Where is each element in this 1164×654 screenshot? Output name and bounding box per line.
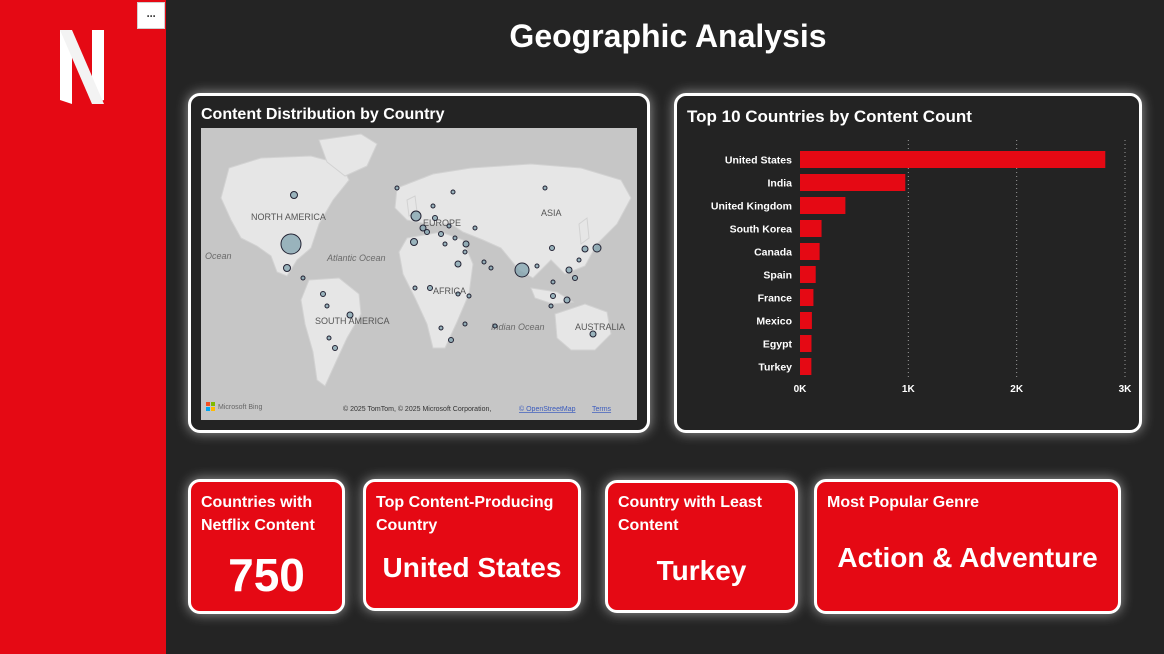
map-card: Content Distribution by Country NO bbox=[188, 93, 650, 433]
bar-egypt[interactable] bbox=[800, 335, 812, 352]
category-label: Canada bbox=[754, 247, 792, 259]
greenland-shape bbox=[318, 133, 378, 177]
category-label: Turkey bbox=[758, 362, 792, 374]
bar-france[interactable] bbox=[800, 289, 814, 306]
map-title: Content Distribution by Country bbox=[201, 106, 445, 123]
bar-spain[interactable] bbox=[800, 266, 816, 283]
label-south-america: SOUTH AMERICA bbox=[315, 316, 390, 326]
bubble-colombia bbox=[320, 291, 326, 297]
kpi-top-country-value: United States bbox=[382, 552, 562, 583]
label-australia: AUSTRALIA bbox=[575, 322, 625, 332]
bubble-south-korea bbox=[592, 243, 602, 253]
sidebar: ··· bbox=[0, 0, 166, 654]
category-label: United Kingdom bbox=[711, 201, 792, 213]
bubble-mexico bbox=[283, 264, 291, 272]
kpi-countries-count-card: Countries with Netflix Content 750 bbox=[188, 479, 345, 614]
bar-chart-title: Top 10 Countries by Content Count bbox=[687, 107, 972, 126]
category-label: Egypt bbox=[763, 339, 793, 351]
terms-link[interactable]: Terms bbox=[592, 406, 612, 413]
bubble-india bbox=[514, 262, 530, 278]
label-pacific-ocean: Ocean bbox=[205, 251, 232, 261]
label-indian-ocean: Indian Ocean bbox=[491, 322, 545, 332]
category-label: Mexico bbox=[756, 316, 792, 328]
category-label: India bbox=[767, 178, 792, 190]
bubble-japan bbox=[581, 245, 589, 253]
africa-shape bbox=[398, 231, 474, 349]
top-countries-card: Top 10 Countries by Content Count 0K 1K 2K… bbox=[674, 93, 1142, 433]
bar-united-kingdom[interactable] bbox=[800, 197, 846, 214]
country-bubbles bbox=[280, 185, 602, 351]
kpi-least-country-card: Country with Least Content Turkey bbox=[605, 480, 798, 613]
kpi-top-country-card: Top Content-Producing Country United Sta… bbox=[363, 479, 581, 611]
bar-canada[interactable] bbox=[800, 243, 820, 260]
x-tick-label: 1K bbox=[902, 384, 916, 395]
japan-shape bbox=[578, 217, 590, 245]
kpi-countries-count-value: 750 bbox=[228, 549, 305, 601]
kpi-least-country-title: Country with Least Content bbox=[618, 494, 763, 534]
bar-turkey[interactable] bbox=[800, 358, 812, 375]
kpi-popular-genre-title: Most Popular Genre bbox=[827, 494, 980, 511]
label-atlantic-ocean: Atlantic Ocean bbox=[326, 253, 386, 263]
more-options-button[interactable]: ··· bbox=[137, 2, 165, 29]
kpi-countries-count-title: Countries with Netflix Content bbox=[201, 494, 315, 534]
x-tick-label: 2K bbox=[1010, 384, 1024, 395]
bubble-turkey bbox=[462, 240, 470, 248]
kpi-top-country-title: Top Content-Producing Country bbox=[376, 494, 554, 534]
bubble-chile bbox=[332, 345, 338, 351]
map-canvas: NORTH AMERICA EUROPE ASIA AFRICA SOUTH A… bbox=[205, 133, 632, 413]
bar-india[interactable] bbox=[800, 174, 906, 191]
category-label: France bbox=[758, 293, 793, 305]
category-label: Spain bbox=[763, 270, 792, 282]
label-north-america: NORTH AMERICA bbox=[251, 212, 326, 222]
world-map[interactable]: NORTH AMERICA EUROPE ASIA AFRICA SOUTH A… bbox=[201, 128, 637, 420]
bar-south-korea[interactable] bbox=[800, 220, 822, 237]
australia-shape bbox=[554, 303, 612, 351]
category-label: South Korea bbox=[730, 224, 793, 236]
label-asia: ASIA bbox=[541, 208, 562, 218]
kpi-least-country-value: Turkey bbox=[656, 555, 747, 586]
category-label: United States bbox=[725, 155, 792, 167]
label-europe: EUROPE bbox=[423, 218, 461, 228]
bubble-egypt bbox=[454, 260, 462, 268]
kpi-popular-genre-value: Action & Adventure bbox=[837, 542, 1098, 573]
map-attribution: © 2025 TomTom, © 2025 Microsoft Corporat… bbox=[343, 405, 491, 413]
south-america-shape bbox=[300, 277, 362, 387]
bubble-canada bbox=[290, 191, 298, 199]
bubble-indonesia bbox=[563, 296, 571, 304]
bar-mexico[interactable] bbox=[800, 312, 812, 329]
netflix-logo bbox=[60, 30, 104, 104]
bubble-spain bbox=[410, 238, 418, 246]
openstreetmap-link[interactable]: © OpenStreetMap bbox=[519, 405, 576, 413]
more-options-icon: ··· bbox=[146, 8, 157, 23]
map-bing-logo bbox=[206, 402, 215, 411]
label-africa: AFRICA bbox=[433, 286, 466, 296]
page-title: Geographic Analysis bbox=[509, 18, 827, 54]
bubble-united-kingdom bbox=[410, 210, 422, 222]
bar-united-states[interactable] bbox=[800, 151, 1106, 168]
x-tick-label: 0K bbox=[794, 384, 808, 395]
bubble-australia bbox=[589, 330, 597, 338]
bar-chart: 0K 1K 2K 3K United States India United Kingdom… bbox=[711, 140, 1133, 395]
x-tick-label: 3K bbox=[1119, 384, 1133, 395]
bubble-france bbox=[419, 224, 427, 232]
bubble-united-states bbox=[280, 233, 302, 255]
kpi-popular-genre-card: Most Popular Genre Action & Adventure bbox=[814, 479, 1121, 614]
bing-label: Microsoft Bing bbox=[218, 404, 262, 411]
bubble-argentina bbox=[346, 311, 354, 319]
